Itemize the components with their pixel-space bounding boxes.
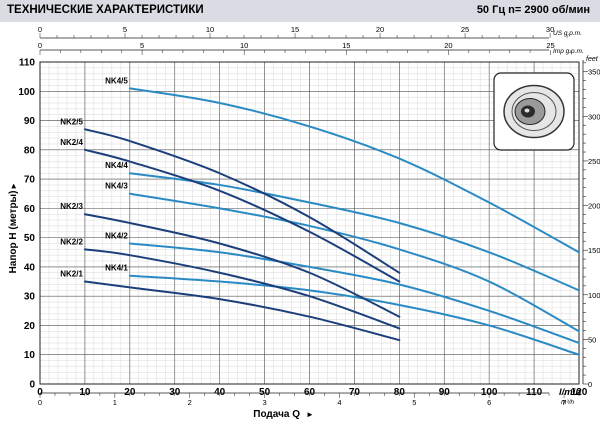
x-axis-label: Подача Q (253, 409, 300, 420)
x-tick-label: 30 (169, 387, 181, 398)
us-gpm-tick-label: 20 (376, 25, 384, 34)
y-tick-label: 80 (24, 145, 36, 156)
feet-tick-label: 50 (588, 335, 596, 344)
impeller-highlight (524, 108, 530, 113)
x-tick-label: 60 (304, 387, 316, 398)
x-tick-label: 0 (37, 387, 43, 398)
x-tick-label: 50 (259, 387, 271, 398)
plot-frame (39, 61, 580, 385)
us-gpm-tick-label: 0 (38, 25, 42, 34)
m3h-tick-label: 6 (487, 398, 491, 407)
curve-nk4-4 (128, 172, 580, 292)
curve-nk2-5 (83, 128, 401, 274)
curve-label-nk2-4: NK2/4 (60, 138, 83, 147)
y-tick-label: 110 (19, 58, 36, 69)
impeller-ring (511, 92, 557, 131)
imp-gpm-tick-label: 20 (444, 41, 452, 50)
curve-label-nk2-5: NK2/5 (60, 117, 83, 126)
imp-gpm-tick-label: 25 (546, 41, 554, 50)
m3h-tick-label: 0 (38, 398, 42, 407)
x-tick-label: 110 (526, 387, 543, 398)
x-tick-label: 90 (439, 387, 451, 398)
feet-tick-label: 150 (588, 246, 600, 255)
us-gpm-tick-label: 25 (461, 25, 469, 34)
us-gpm-tick-label: 5 (123, 25, 127, 34)
m3h-tick-label: 1 (113, 398, 117, 407)
us-gpm-unit-label: US g.p.m. (553, 30, 582, 37)
y-tick-label: 60 (24, 204, 36, 215)
x-tick-label: 70 (349, 387, 361, 398)
m3h-tick-label: 5 (412, 398, 416, 407)
y-tick-label: 40 (24, 262, 36, 273)
x-tick-label: 40 (214, 387, 226, 398)
y-axis-right-feet: 0 50 100 150 200 250 300 350 feet (582, 56, 600, 389)
header-frequency-speed: 50 Гц n= 2900 об/мин (476, 4, 590, 16)
x-tick-label: 20 (124, 387, 136, 398)
y-axis-label: Напор H (метры) (8, 191, 19, 274)
curve-nk4-5 (128, 87, 580, 254)
curve-label-nk4-5: NK4/5 (105, 76, 128, 85)
curve-label-nk2-2: NK2/2 (60, 237, 83, 246)
feet-tick-label: 350 (588, 68, 600, 77)
m3h-tick-label: 3 (262, 398, 266, 407)
curve-nk2-1 (83, 280, 401, 342)
y-tick-label: 90 (24, 116, 36, 127)
y-tick-label: 100 (18, 87, 35, 98)
imp-gpm-tick-label: 0 (38, 41, 42, 50)
curve-label-nk4-4: NK4/4 (105, 161, 128, 170)
x-tick-label: 10 (79, 387, 91, 398)
curve-label-nk2-3: NK2/3 (60, 202, 83, 211)
us-gpm-tick-label: 10 (206, 25, 214, 34)
m3h-unit-label: m³/h (561, 399, 574, 406)
pump-impeller-image (493, 72, 575, 151)
feet-unit-label: feet (586, 56, 599, 63)
feet-tick-label: 200 (588, 202, 600, 211)
x-tick-label: 120 (571, 387, 588, 398)
y-tick-label: 20 (24, 321, 36, 332)
y-tick-label: 50 (24, 233, 36, 244)
curve-nk2-3 (83, 213, 401, 318)
x-tick-label: 100 (481, 387, 498, 398)
curve-nk2-2 (83, 248, 401, 330)
header-title: ТЕХНИЧЕСКИЕ ХАРАКТЕРИСТИКИ (7, 4, 204, 16)
curve-labels: NK4/5 NK4/4 NK4/3 NK4/2 NK4/1 NK2/5 NK2/4 NK2/3… (60, 76, 128, 278)
us-gpm-tick-label: 30 (546, 25, 554, 34)
x-tick-label: 80 (394, 387, 406, 398)
y-tick-label: 0 (29, 380, 35, 391)
x-axis-arrow-icon: ► (306, 410, 314, 419)
y-tick-label: 30 (24, 292, 36, 303)
y-axis-arrow-icon: ► (9, 182, 18, 190)
curve-label-nk4-1: NK4/1 (105, 264, 128, 273)
curve-label-nk2-1: NK2/1 (60, 270, 83, 279)
curve-nk4-3 (128, 192, 580, 333)
header-bar: ТЕХНИЧЕСКИЕ ХАРАКТЕРИСТИКИ 50 Гц n= 2900… (0, 0, 600, 22)
curve-label-nk4-2: NK4/2 (105, 231, 128, 240)
y-axis-left: 0 10 20 30 40 50 60 70 80 90 100 110 (18, 58, 35, 391)
feet-tick-label: 300 (588, 112, 600, 121)
m3h-tick-label: 4 (337, 398, 341, 407)
y-tick-label: 10 (24, 350, 36, 361)
curve-nk2-4 (83, 148, 401, 283)
feet-tick-label: 0 (588, 380, 592, 389)
us-gpm-tick-label: 15 (291, 25, 299, 34)
m3h-tick-label: 7 (562, 398, 566, 407)
y-tick-label: 70 (24, 175, 36, 186)
imp-gpm-unit-label: Imp g.p.m. (553, 48, 584, 55)
m3h-tick-label: 2 (188, 398, 192, 407)
pump-curves (83, 87, 580, 356)
x-unit-label: l/min (559, 387, 581, 398)
imp-gpm-tick-label: 10 (240, 41, 248, 50)
feet-tick-label: 250 (588, 157, 600, 166)
curve-nk4-2 (128, 242, 580, 345)
curve-label-nk4-3: NK4/3 (105, 182, 128, 191)
imp-gpm-tick-label: 5 (140, 41, 144, 50)
imp-gpm-tick-label: 15 (342, 41, 350, 50)
feet-tick-label: 100 (588, 291, 600, 300)
curve-nk4-1 (128, 274, 580, 356)
